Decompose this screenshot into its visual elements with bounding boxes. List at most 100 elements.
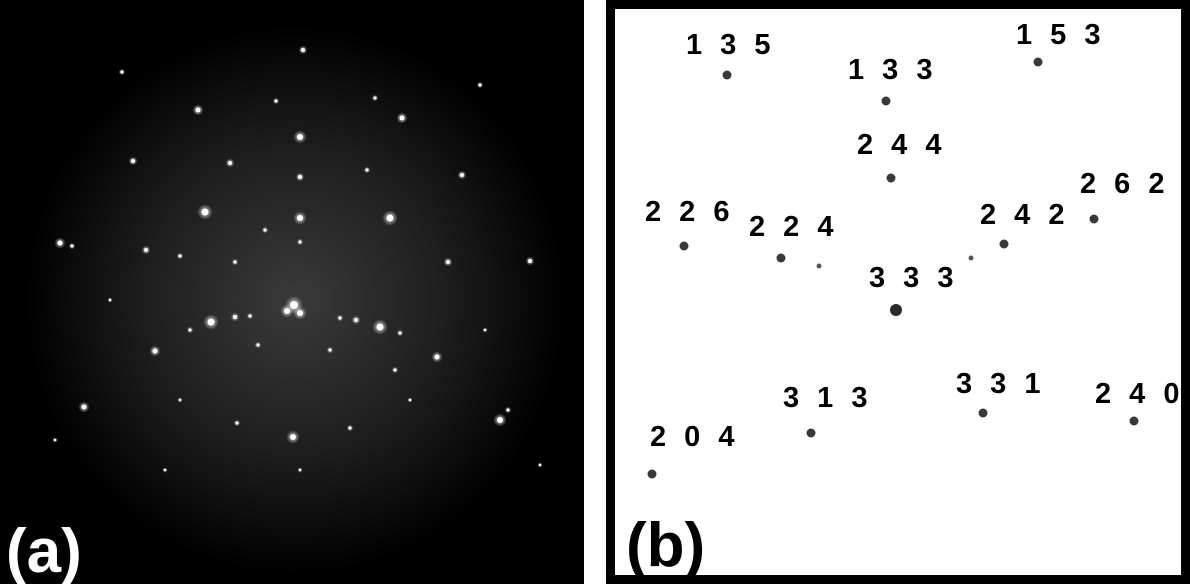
diffraction-spot xyxy=(398,331,402,335)
reflection-index-label: 2 4 0 xyxy=(1095,378,1185,410)
indexed-pattern-panel-b: 1 3 5 1 3 3 1 5 3 2 4 4 2 2 6 2 2 4 2 4 … xyxy=(606,0,1190,584)
reflection-spot xyxy=(1089,214,1099,224)
diffraction-spot xyxy=(506,408,510,412)
diffraction-spot xyxy=(528,259,532,263)
diffraction-spot xyxy=(297,215,303,221)
reflection-spot xyxy=(647,469,657,479)
reflection-spot xyxy=(881,96,891,106)
diffraction-spot xyxy=(178,398,182,402)
reflection-spot xyxy=(978,408,988,418)
diffraction-spot xyxy=(393,368,397,372)
reflection-index-label: 3 3 3 xyxy=(869,262,959,294)
diffraction-pattern-panel-a: (a) xyxy=(0,0,584,584)
diffraction-spot xyxy=(131,159,135,163)
diffraction-spot xyxy=(386,214,394,222)
diffraction-spot xyxy=(284,308,290,314)
diffraction-spot xyxy=(233,260,237,264)
reflection-index-label: 2 4 2 xyxy=(980,199,1070,231)
diffraction-spot xyxy=(57,240,63,246)
diffraction-spot xyxy=(120,70,124,74)
diffraction-spot xyxy=(338,316,342,320)
diffraction-spot xyxy=(235,421,239,425)
diffraction-spot xyxy=(348,426,352,430)
reflection-spot-minor xyxy=(816,263,822,269)
diffraction-spot xyxy=(538,463,542,467)
reflection-group: 3 3 1 xyxy=(956,368,1046,418)
diffraction-spot xyxy=(144,248,148,252)
reflection-spot-minor xyxy=(968,255,974,261)
diffraction-spot xyxy=(297,310,303,316)
reflection-group: 2 4 0 xyxy=(1095,378,1185,426)
reflection-spot xyxy=(679,241,689,251)
reflection-index-label: 1 3 3 xyxy=(848,54,938,86)
diffraction-spot xyxy=(207,318,215,326)
diffraction-spot xyxy=(483,328,487,332)
diffraction-spot xyxy=(201,208,209,216)
diffraction-spot xyxy=(188,328,192,332)
diffraction-spot xyxy=(81,404,87,410)
reflection-index-label: 2 0 4 xyxy=(650,421,740,453)
diffraction-spot xyxy=(248,314,252,318)
reflection-spot xyxy=(722,70,732,80)
reflection-group: 2 4 2 xyxy=(980,199,1070,249)
reflection-spot xyxy=(886,173,896,183)
diffraction-spot xyxy=(399,115,405,121)
diffraction-spot xyxy=(108,298,112,302)
reflection-index-label: 3 3 1 xyxy=(956,368,1046,400)
reflection-group: 2 6 2 xyxy=(1080,168,1170,224)
reflection-index-label: 2 6 2 xyxy=(1080,168,1170,200)
diffraction-spot xyxy=(195,107,201,113)
reflection-group: 2 2 4 xyxy=(749,211,839,263)
reflection-group: 3 3 3 xyxy=(869,262,959,316)
diffraction-spot xyxy=(178,254,182,258)
reflection-group: 1 5 3 xyxy=(1016,19,1106,67)
diffraction-spot xyxy=(434,354,440,360)
diffraction-spot xyxy=(228,161,232,165)
reflection-spot xyxy=(776,253,786,263)
diffraction-spot xyxy=(163,468,167,472)
diffraction-spot xyxy=(298,240,302,244)
reflection-group: 2 4 4 xyxy=(857,129,947,183)
reflection-spot xyxy=(1033,57,1043,67)
panel-b-frame xyxy=(606,0,1190,584)
panel-b-label: (b) xyxy=(626,511,705,580)
reflection-group: 2 2 6 xyxy=(645,196,735,251)
reflection-group: 1 3 5 xyxy=(686,29,776,80)
diffraction-spot xyxy=(373,96,377,100)
reflection-index-label: 2 4 4 xyxy=(857,129,947,161)
reflection-index-label: 2 2 4 xyxy=(749,211,839,243)
reflection-group: 2 0 4 xyxy=(647,421,740,479)
panel-b-reflections xyxy=(816,255,974,269)
reflection-spot xyxy=(999,239,1009,249)
panel-a-label: (a) xyxy=(6,517,82,584)
diffraction-spot xyxy=(301,48,305,52)
reflection-index-label: 3 1 3 xyxy=(783,382,873,414)
reflection-index-label: 1 3 5 xyxy=(686,29,776,61)
diffraction-spot xyxy=(298,175,302,179)
reflection-group: 1 3 3 xyxy=(848,54,938,106)
diffraction-spot xyxy=(354,318,358,322)
diffraction-spot xyxy=(274,99,278,103)
diffraction-spot xyxy=(53,438,57,442)
diffraction-spot xyxy=(376,323,384,331)
reflection-index-label: 1 5 3 xyxy=(1016,19,1106,51)
panel-a-diffraction-spots xyxy=(52,45,543,473)
diffraction-spot xyxy=(408,398,412,402)
reflection-group: 3 1 3 xyxy=(783,382,873,438)
diffraction-spot xyxy=(256,343,260,347)
reflection-spot xyxy=(890,304,902,316)
reflection-spot xyxy=(1129,416,1139,426)
diffraction-spot xyxy=(298,468,302,472)
diffraction-spot xyxy=(328,348,332,352)
diffraction-spot xyxy=(297,134,303,140)
reflection-spot xyxy=(806,428,816,438)
diffraction-spot xyxy=(497,417,503,423)
diffraction-spot xyxy=(152,348,158,354)
diffraction-spot xyxy=(446,260,450,264)
reflection-index-label: 2 2 6 xyxy=(645,196,735,228)
diffraction-spot xyxy=(365,168,369,172)
diffraction-spot xyxy=(233,315,237,319)
diffraction-spot xyxy=(290,434,296,440)
diffraction-spot xyxy=(460,173,464,177)
